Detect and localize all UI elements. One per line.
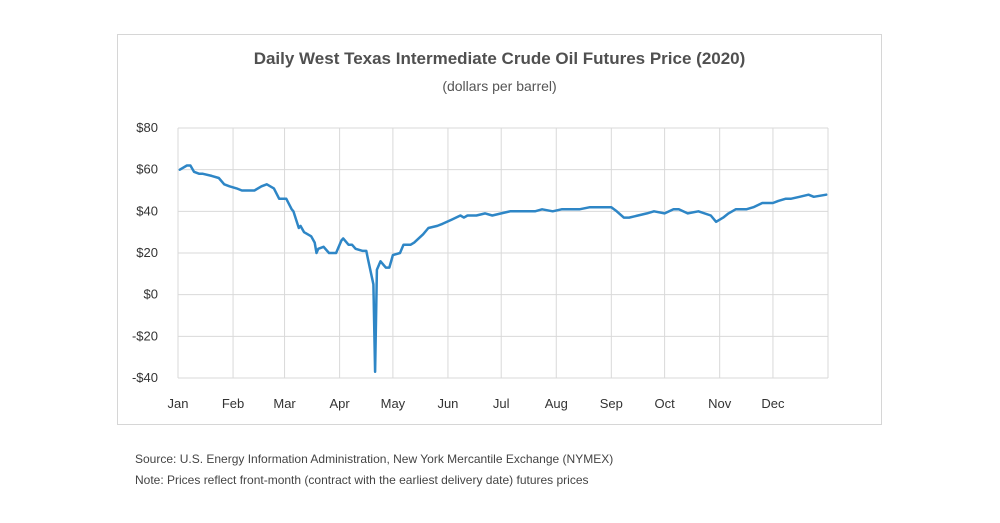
y-tick-label: $40 xyxy=(136,203,158,218)
x-tick-label: Jun xyxy=(437,396,458,411)
x-tick-label: Mar xyxy=(273,396,296,411)
x-tick-label: May xyxy=(381,396,406,411)
source-note: Source: U.S. Energy Information Administ… xyxy=(135,452,614,466)
x-tick-label: Apr xyxy=(329,396,350,411)
x-tick-label: Sep xyxy=(600,396,623,411)
chart-frame xyxy=(117,34,882,425)
chart-subtitle: (dollars per barrel) xyxy=(442,78,557,94)
y-tick-label: -$40 xyxy=(132,370,158,385)
price-series-line xyxy=(178,164,828,374)
price-note: Note: Prices reflect front-month (contra… xyxy=(135,473,589,487)
y-tick-label: -$20 xyxy=(132,328,158,343)
x-tick-label: Jan xyxy=(168,396,189,411)
x-tick-label: Oct xyxy=(654,396,675,411)
y-tick-label: $0 xyxy=(144,287,158,302)
x-tick-label: Feb xyxy=(222,396,244,411)
x-tick-label: Aug xyxy=(545,396,568,411)
y-tick-label: $60 xyxy=(136,162,158,177)
chart-title: Daily West Texas Intermediate Crude Oil … xyxy=(253,49,746,68)
y-tick-label: $20 xyxy=(136,245,158,260)
y-tick-label: $80 xyxy=(136,120,158,135)
x-tick-label: Dec xyxy=(761,396,785,411)
x-tick-label: Jul xyxy=(493,396,510,411)
x-tick-label: Nov xyxy=(708,396,732,411)
